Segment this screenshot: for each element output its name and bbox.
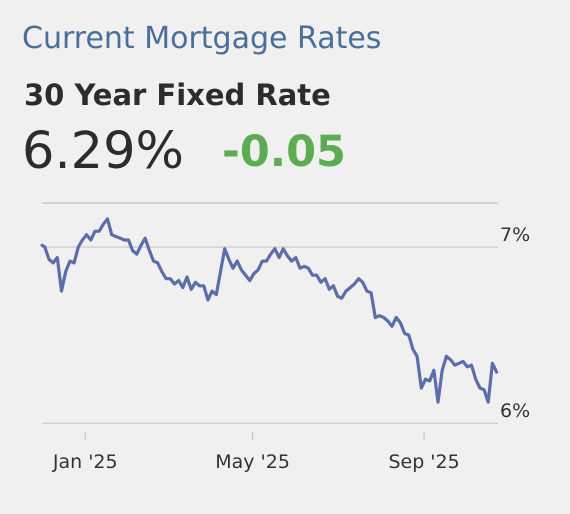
x-tick-label: May '25: [215, 451, 290, 473]
y-tick-label: 7%: [500, 224, 530, 246]
rate-summary: 6.29% -0.05: [22, 112, 346, 192]
y-tick-label: 6%: [500, 400, 530, 422]
series-line-0: [40, 217, 499, 404]
rate-change-value: -0.05: [222, 127, 346, 177]
rate-product-name: 30 Year Fixed Rate: [24, 78, 331, 112]
widget-title: Current Mortgage Rates: [22, 21, 382, 56]
x-tick-label: Sep '25: [388, 451, 459, 473]
current-rate-value: 6.29%: [22, 122, 185, 181]
chart-gridlines: 7% 6%: [42, 224, 530, 424]
x-tick-label: Jan '25: [52, 451, 118, 473]
chart-series: [40, 217, 499, 404]
x-axis: Jan '25 May '25 Sep '25: [52, 432, 460, 473]
